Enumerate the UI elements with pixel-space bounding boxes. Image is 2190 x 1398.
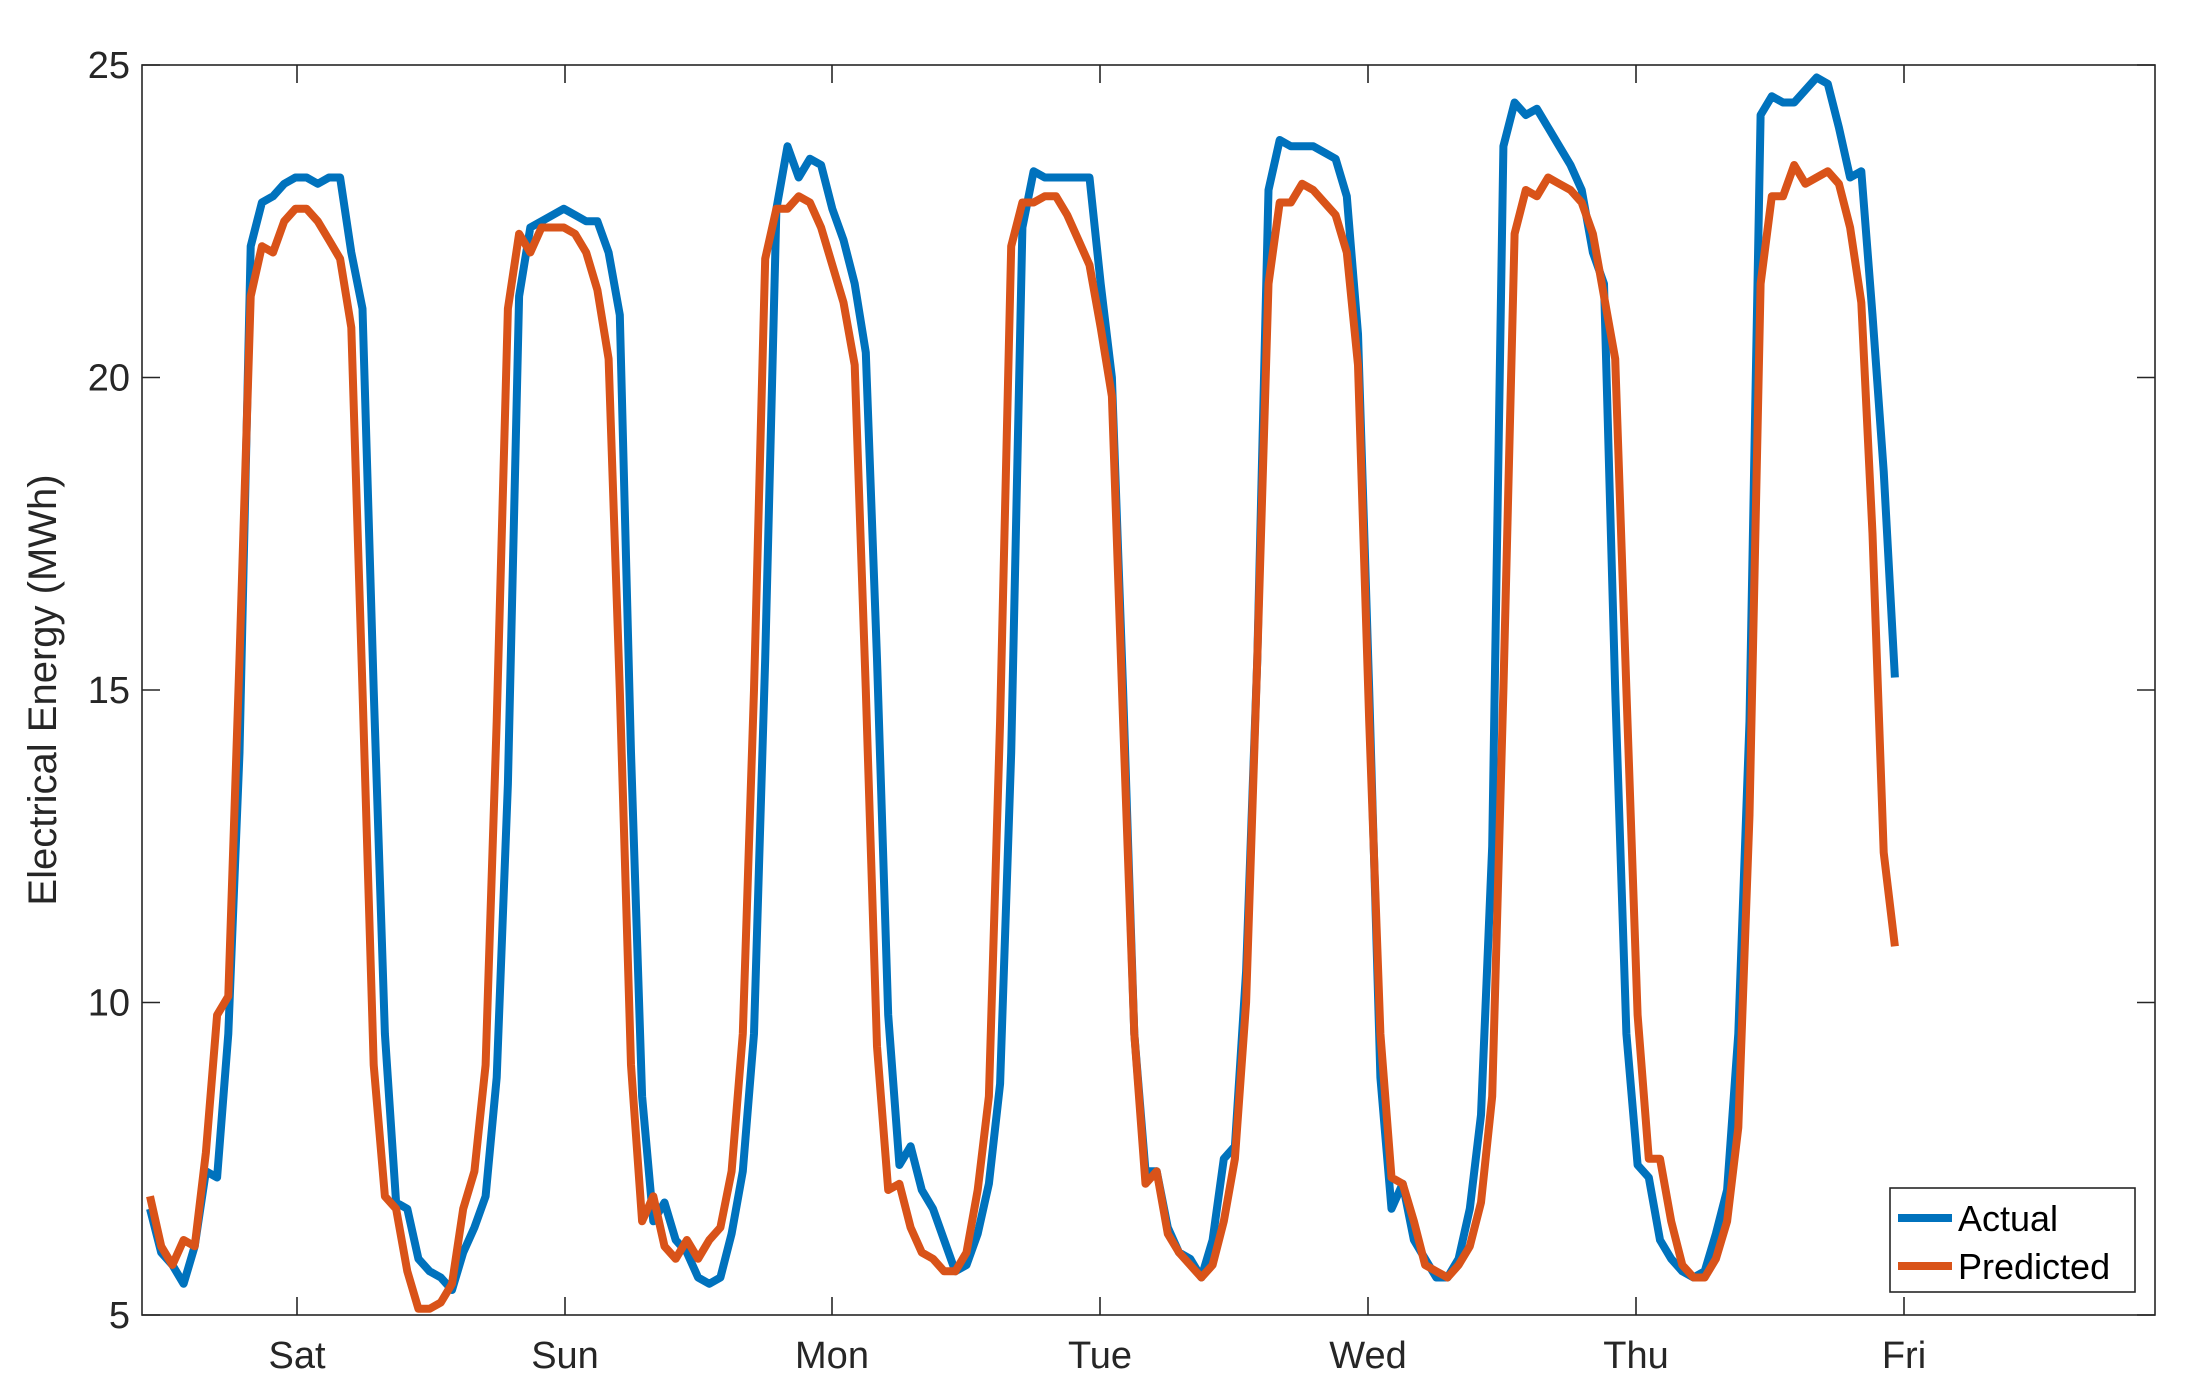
- legend-label-actual: Actual: [1958, 1198, 2058, 1239]
- series-line-predicted[interactable]: [146, 161, 1899, 1313]
- legend-label-predicted: Predicted: [1958, 1246, 2110, 1287]
- x-tick-label: Wed: [1329, 1335, 1406, 1377]
- x-tick-label: Sat: [268, 1335, 325, 1377]
- y-tick-label: 20: [88, 358, 130, 400]
- series-layer: [146, 73, 1899, 1313]
- legend-box: [1889, 1187, 2136, 1293]
- plot-frame: [141, 64, 2156, 1316]
- legend[interactable]: Actual Predicted: [1889, 1187, 2136, 1293]
- x-tick-label: Fri: [1882, 1335, 1926, 1377]
- y-tick-label: 15: [88, 670, 130, 712]
- x-tick-label: Mon: [795, 1335, 869, 1377]
- axes-layer: 5 10 15 20 25 Sat Sun Mon Tue Wed Thu Fri: [88, 45, 2155, 1377]
- x-tick-label: Sun: [531, 1335, 599, 1377]
- x-tick-label: Thu: [1603, 1335, 1668, 1377]
- y-axis-title: Electrical Energy (MWh): [21, 474, 65, 905]
- y-tick-label: 25: [88, 45, 130, 87]
- x-tick-label: Tue: [1068, 1335, 1132, 1377]
- y-tick-label: 5: [109, 1295, 130, 1337]
- y-tick-label: 10: [88, 983, 130, 1025]
